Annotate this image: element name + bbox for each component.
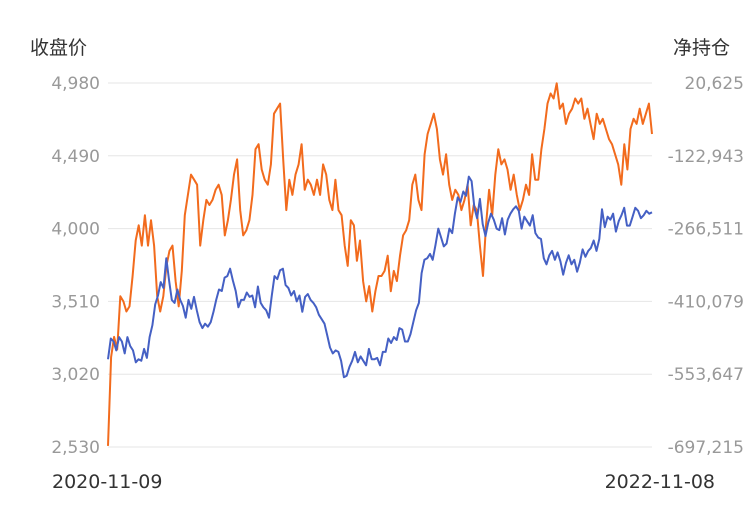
left-tick-label: 2,530: [51, 438, 100, 458]
series-line-right-axis: [107, 82, 653, 446]
right-axis-title: 净持仓: [673, 37, 730, 59]
gridlines: [108, 82, 652, 448]
right-tick-label: -122,943: [668, 147, 744, 167]
left-tick-label: 3,020: [51, 365, 100, 385]
left-tick-label: 4,980: [51, 74, 100, 94]
right-tick-label: -266,511: [668, 220, 744, 240]
right-tick-label: 20,625: [685, 74, 744, 94]
right-tick-label: -410,079: [668, 292, 744, 312]
left-axis-title: 收盘价: [30, 37, 87, 59]
left-tick-label: 4,000: [51, 220, 100, 240]
series-line-left-axis: [107, 175, 653, 379]
series-group: [107, 82, 653, 446]
x-axis-start-date: 2020-11-09: [52, 471, 162, 493]
right-tick-label: -553,647: [668, 365, 744, 385]
left-tick-label: 3,510: [51, 292, 100, 312]
left-tick-label: 4,490: [51, 147, 100, 167]
right-tick-label: -697,215: [668, 438, 744, 458]
x-axis-end-date: 2022-11-08: [605, 471, 715, 493]
right-axis-ticks: 20,625 -122,943 -266,511 -410,079 -553,647 -6…: [668, 74, 744, 458]
left-axis-ticks: 4,980 4,490 4,000 3,510 3,020 2,530: [51, 74, 100, 458]
